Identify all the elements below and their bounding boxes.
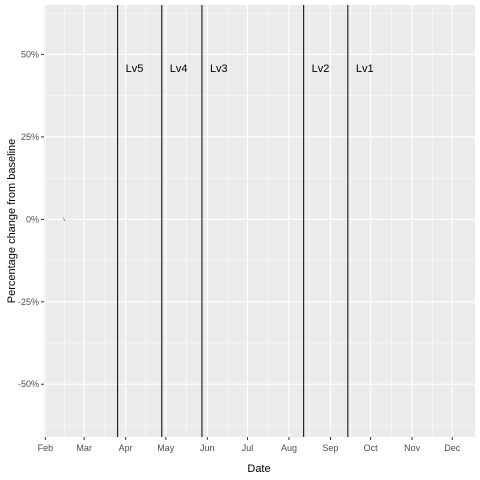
minor-gridlines-y — [44, 12, 475, 426]
y-tick-label: 25% — [21, 132, 39, 142]
x-tick-label: May — [157, 443, 175, 453]
x-tick-label: Apr — [119, 443, 133, 453]
phase-label: Lv5 — [126, 63, 144, 75]
plot-panel — [44, 5, 475, 437]
phase-label: Lv4 — [170, 63, 188, 75]
x-axis-title: Date — [247, 463, 270, 475]
y-axis: -50% -25% 0% 25% 50% — [18, 49, 44, 389]
major-gridlines-y — [44, 53, 475, 385]
series-layer — [62, 217, 66, 222]
phase-labels: Lv5 Lv4 Lv3 Lv2 Lv1 — [126, 63, 374, 75]
y-axis-title: Percentage change from baseline — [6, 139, 18, 304]
x-tick-label: Aug — [281, 443, 297, 453]
minor-gridlines-x — [64, 5, 433, 437]
x-tick-label: Nov — [404, 443, 421, 453]
y-tick-label: -50% — [18, 379, 39, 389]
phase-label: Lv1 — [356, 63, 374, 75]
y-tick-label: 50% — [21, 49, 39, 59]
x-tick-label: Oct — [364, 443, 379, 453]
x-tick-label: Jul — [242, 443, 254, 453]
x-tick-label: Dec — [444, 443, 461, 453]
x-tick-label: Feb — [38, 443, 54, 453]
x-axis: Feb Mar Apr May Jun Jul Aug Sep Oct Nov Dec — [38, 437, 461, 453]
x-tick-label: Mar — [76, 443, 92, 453]
major-gridlines-x — [44, 5, 453, 437]
phase-label: Lv2 — [312, 63, 330, 75]
x-tick-label: Sep — [322, 443, 338, 453]
series-point — [62, 217, 66, 222]
y-tick-label: 0% — [26, 214, 39, 224]
phase-label: Lv3 — [210, 63, 228, 75]
x-tick-label: Jun — [200, 443, 215, 453]
y-tick-label: -25% — [18, 297, 39, 307]
phase-lines — [117, 5, 349, 437]
